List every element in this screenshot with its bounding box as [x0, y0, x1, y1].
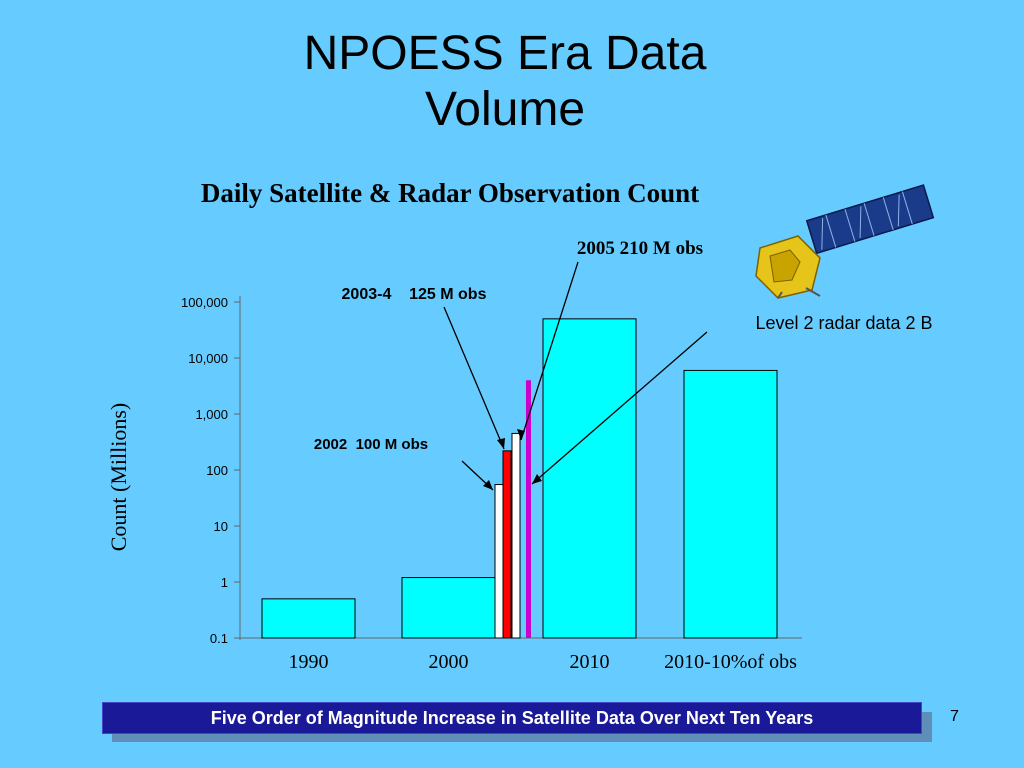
- slide-title-line2: Volume: [424, 83, 586, 136]
- annotation-arrow-radar: [531, 331, 708, 485]
- x-tick-label: 2000: [429, 651, 469, 673]
- y-tick-label: 10: [214, 519, 228, 534]
- detail-bar-2: [511, 432, 521, 639]
- bars: [261, 318, 778, 639]
- y-tick-label: 10,000: [188, 351, 228, 366]
- bar-2000: [401, 577, 496, 639]
- slide-title-line1: NPOESS Era Data: [303, 27, 707, 80]
- page-number: 7: [950, 708, 959, 725]
- chart-title: Daily Satellite & Radar Observation Coun…: [200, 178, 700, 208]
- bar-2010: [542, 318, 637, 639]
- annotation-arrow-2005: [520, 261, 579, 441]
- y-tick-label: 1,000: [195, 407, 228, 422]
- bar-1990: [261, 598, 356, 639]
- detail-bars: [494, 380, 531, 639]
- y-tick-label: 1: [221, 575, 228, 590]
- bar-2010-10-of-obs: [683, 369, 778, 639]
- annotation-2005: 2005 210 M obs: [577, 238, 703, 259]
- detail-bar-1: [502, 450, 512, 639]
- annotation-2002: 2002 100 M obs: [314, 436, 428, 453]
- y-tick-label: 100,000: [181, 295, 228, 310]
- y-ticks: 0.1 1 10 100 1,000 10,000 100,000: [181, 295, 240, 646]
- slide-title: NPOESS Era Data Volume: [0, 26, 1010, 138]
- annotations: 2005 210 M obs 2003-4 125 M obs 2002 100…: [314, 238, 933, 491]
- x-tick-label: 1990: [289, 651, 329, 673]
- satellite-icon: [755, 184, 935, 299]
- x-tick-labels: 1990 2000 2010 2010-10%of obs: [289, 651, 798, 673]
- y-tick-label: 100: [206, 463, 228, 478]
- annotation-radar: Level 2 radar data 2 B: [755, 313, 932, 333]
- bar-chart: 0.1 1 10 100 1,000 10,000 100,000 1990 2000 2010…: [106, 184, 935, 673]
- annotation-arrow-2003: [443, 306, 505, 450]
- y-axis-label: Count (Millions): [106, 403, 131, 552]
- y-tick-label: 0.1: [210, 631, 228, 646]
- annotation-2003-4: 2003-4 125 M obs: [342, 286, 487, 303]
- footer-banner: Five Order of Magnitude Increase in Sate…: [102, 702, 922, 734]
- x-tick-label: 2010-10%of obs: [664, 651, 797, 673]
- detail-bar-3: [526, 380, 531, 638]
- x-tick-label: 2010: [570, 651, 610, 673]
- detail-bar-0: [494, 484, 504, 639]
